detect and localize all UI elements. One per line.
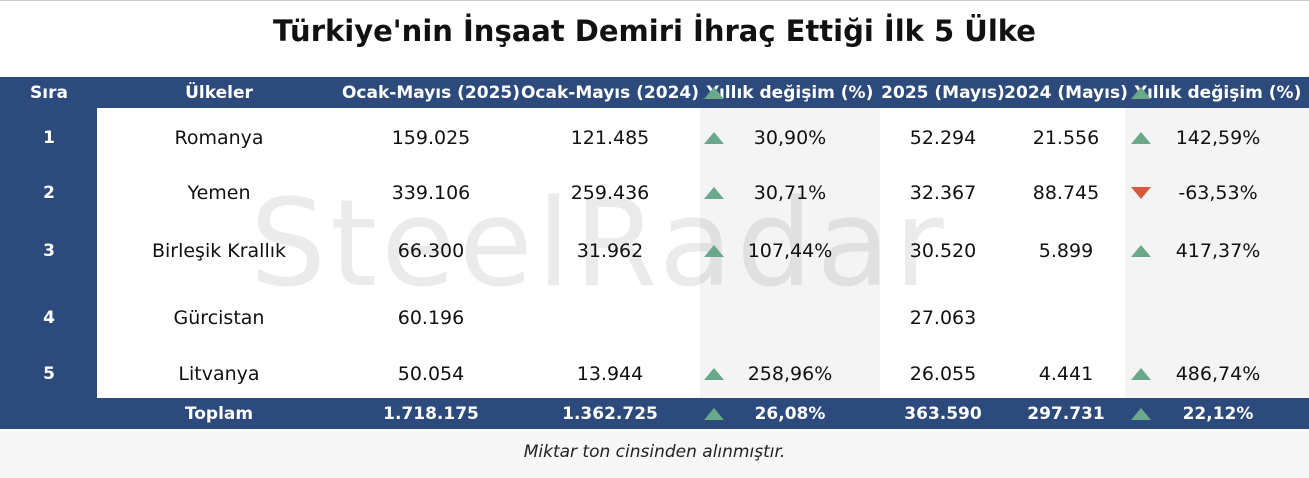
column-header: Ocak-Mayıs (2024)	[520, 83, 700, 103]
trend-up	[704, 408, 724, 420]
table-cell: 30.520	[909, 240, 977, 262]
trend-up	[1131, 368, 1151, 380]
column-header: 2024 (Mayıs)	[1004, 83, 1128, 103]
table-cell: 486,74%	[1175, 363, 1261, 385]
total-cell: 1.362.725	[562, 404, 658, 424]
trend-up	[1131, 87, 1151, 99]
row-index: 4	[43, 308, 55, 328]
total-cell: 1.718.175	[383, 404, 479, 424]
table-cell: 30,90%	[753, 127, 827, 149]
table-cell: 52.294	[909, 127, 977, 149]
table-cell: 121.485	[570, 127, 650, 149]
table-cell: Yemen	[187, 182, 251, 204]
table-cell: 31.962	[576, 240, 644, 262]
table-cell: 417,37%	[1175, 240, 1261, 262]
table-cell: -63,53%	[1178, 182, 1258, 204]
table-cell: Litvanya	[178, 363, 260, 385]
table-cell: 50.054	[397, 363, 465, 385]
total-row	[0, 398, 1309, 429]
column-header: Sıra	[30, 83, 68, 103]
total-cell: 297.731	[1027, 404, 1105, 424]
title: Türkiye'nin İnşaat Demiri İhraç Ettiği İ…	[273, 14, 1036, 48]
table-cell: Gürcistan	[173, 307, 265, 329]
shade	[1125, 108, 1309, 400]
table-cell: 5.899	[1038, 240, 1094, 262]
trend-up	[704, 87, 724, 99]
note: Miktar ton cinsinden alınmıştır.	[523, 442, 786, 462]
total-cell: 22,12%	[1182, 404, 1254, 424]
column-header: 2025 (Mayıs)	[881, 83, 1005, 103]
table-cell: 142,59%	[1175, 127, 1261, 149]
table-cell: 32.367	[909, 182, 977, 204]
trend-up	[1131, 408, 1151, 420]
table-cell: 258,96%	[747, 363, 833, 385]
table-cell: 30,71%	[753, 182, 827, 204]
footer	[0, 429, 1309, 478]
watermark: SteelRadar	[250, 175, 948, 314]
column-header: Yıllık değişim (%)	[1134, 83, 1302, 103]
table-cell: 339.106	[391, 182, 471, 204]
total-cell: 26,08%	[754, 404, 826, 424]
trend-up	[704, 187, 724, 199]
table-cell: 27.063	[909, 307, 977, 329]
column-header: Yıllık değişim (%)	[706, 83, 874, 103]
trend-up	[1131, 245, 1151, 257]
trend-up	[704, 368, 724, 380]
index-column	[0, 108, 97, 400]
table-cell: 66.300	[397, 240, 465, 262]
table-cell: 159.025	[391, 127, 471, 149]
row-index: 2	[43, 183, 55, 203]
table-cell: 13.944	[576, 363, 644, 385]
row-index: 5	[43, 364, 55, 384]
table-cell: 259.436	[570, 182, 650, 204]
total-cell: 363.590	[904, 404, 982, 424]
table-cell: 4.441	[1038, 363, 1094, 385]
trend-up	[1131, 132, 1151, 144]
trend-up	[704, 245, 724, 257]
title-band	[0, 0, 1309, 76]
total-cell: Toplam	[184, 404, 254, 424]
table-cell: Romanya	[174, 127, 264, 149]
table-cell: 21.556	[1032, 127, 1100, 149]
shade	[700, 108, 880, 400]
column-header: Ocak-Mayıs (2025)	[341, 83, 521, 103]
table-cell: 26.055	[909, 363, 977, 385]
table-cell: Birleşik Krallık	[151, 240, 287, 262]
trend-up	[704, 132, 724, 144]
table-cell: 107,44%	[747, 240, 833, 262]
table-cell: 60.196	[397, 307, 465, 329]
header-row	[0, 77, 1309, 108]
row-index: 3	[43, 241, 55, 261]
row-index: 1	[43, 128, 55, 148]
trend-down	[1131, 187, 1151, 199]
table-cell: 88.745	[1032, 182, 1100, 204]
column-header: Ülkeler	[185, 83, 253, 103]
